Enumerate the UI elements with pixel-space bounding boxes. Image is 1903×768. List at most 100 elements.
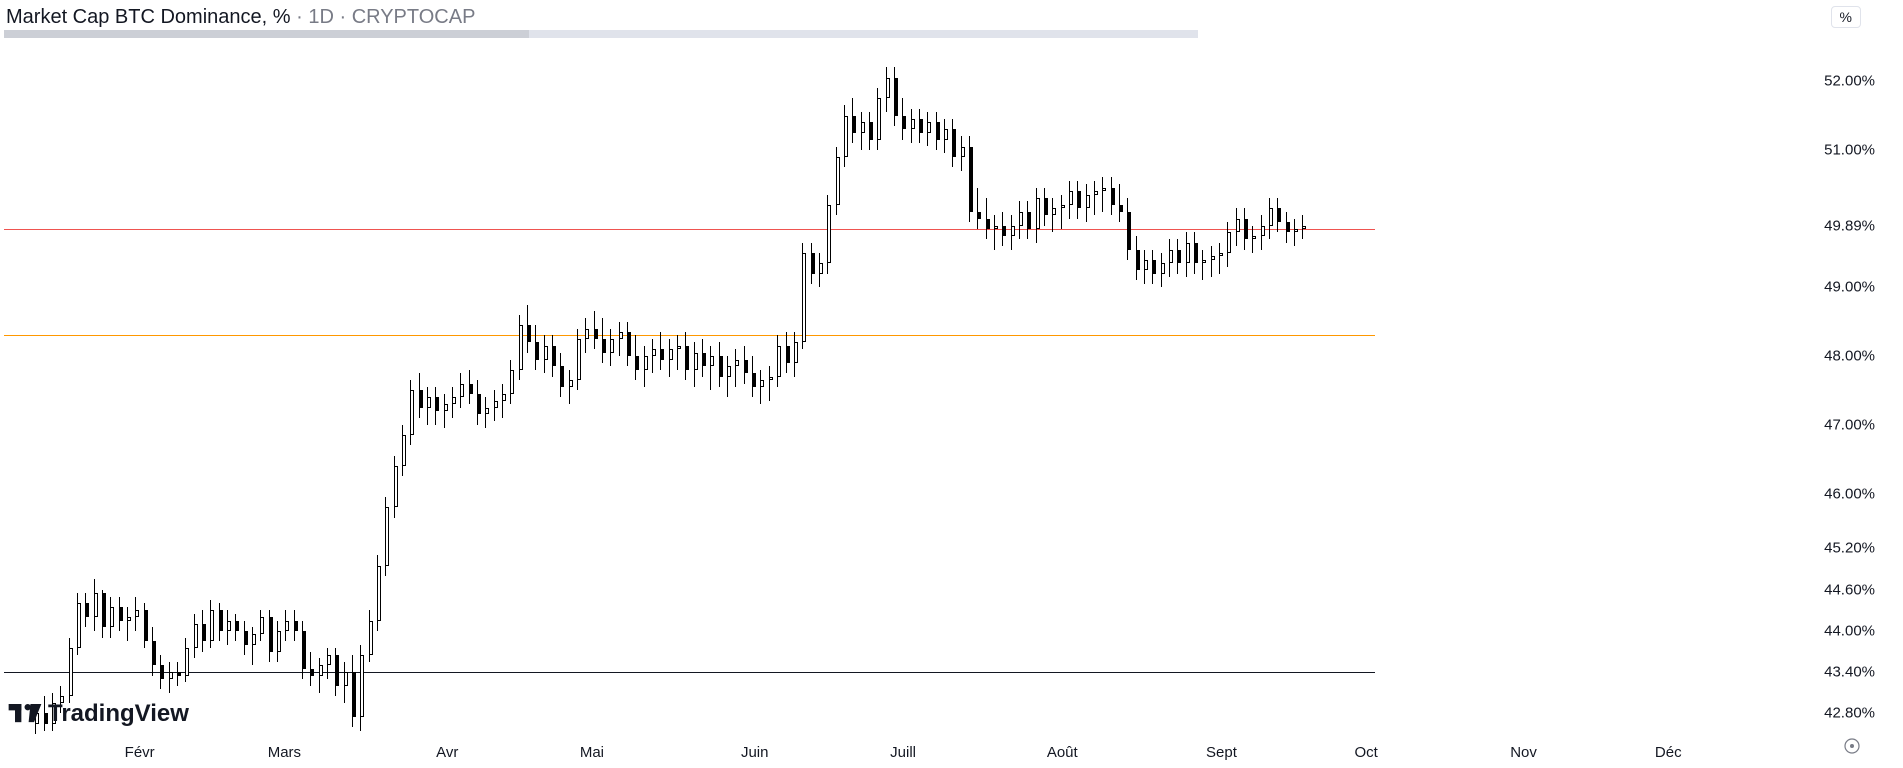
candle-body [344, 672, 348, 686]
candle-body [410, 390, 414, 435]
candle-body [1094, 191, 1098, 194]
candle-wick [1294, 219, 1295, 246]
candle-body [1202, 260, 1206, 263]
candle-body [502, 394, 506, 401]
candle-wick [1202, 250, 1203, 281]
candle-body [252, 634, 256, 644]
candle-body [419, 390, 423, 407]
candle-body [535, 342, 539, 359]
candle-body [952, 129, 956, 156]
candle-body [735, 360, 739, 367]
candle-body [777, 346, 781, 377]
candle-body [1019, 212, 1023, 226]
y-axis[interactable]: 52.00%51.00%49.00%48.00%47.00%46.00%45.2… [1815, 40, 1903, 734]
candle-body [752, 373, 756, 387]
candle-wick [319, 658, 320, 692]
candle-body [827, 205, 831, 263]
candle-body [786, 346, 790, 363]
candle-wick [619, 322, 620, 356]
y-tick-label: 46.00% [1824, 485, 1875, 502]
candle-wick [1252, 226, 1253, 253]
current-price-label: 49.89% [1824, 218, 1875, 235]
chart-title: Market Cap BTC Dominance, % · 1D · CRYPT… [6, 6, 475, 29]
candle-body [1277, 208, 1281, 222]
x-tick-label: Déc [1655, 744, 1682, 761]
x-tick-label: Août [1047, 744, 1078, 761]
candle-wick [760, 370, 761, 404]
candle-body [1261, 226, 1265, 236]
y-tick-label: 49.00% [1824, 279, 1875, 296]
candle-body [886, 78, 890, 99]
candle-body [385, 507, 389, 565]
candle-body [1144, 260, 1148, 270]
candle-body [1086, 195, 1090, 209]
timeline-thumb[interactable] [4, 30, 529, 38]
horizontal-line [4, 335, 1375, 336]
candle-body [277, 631, 281, 652]
candle-body [519, 325, 523, 370]
candle-body [402, 435, 406, 466]
candle-body [227, 621, 231, 631]
candle-body [302, 631, 306, 669]
candle-body [1002, 226, 1006, 236]
candle-body [610, 339, 614, 353]
candle-wick [1052, 198, 1053, 232]
candle-body [836, 157, 840, 205]
unit-badge[interactable]: % [1831, 6, 1861, 28]
candle-body [319, 665, 323, 675]
candle-body [460, 384, 464, 398]
candle-body [719, 356, 723, 377]
candle-body [861, 122, 865, 132]
candle-body [944, 129, 948, 139]
candle-body [69, 648, 73, 696]
candle-body [335, 655, 339, 686]
candle-body [435, 397, 439, 411]
candle-body [802, 253, 806, 342]
candle-body [1127, 212, 1131, 250]
y-tick-label: 45.20% [1824, 540, 1875, 557]
candle-body [710, 356, 714, 366]
candle-body [1069, 191, 1073, 205]
candle-body [977, 212, 981, 219]
y-tick-label: 47.00% [1824, 416, 1875, 433]
candle-body [135, 610, 139, 617]
x-tick-label: Avr [436, 744, 458, 761]
candle-wick [502, 384, 503, 418]
x-tick-label: Nov [1510, 744, 1537, 761]
candle-body [527, 325, 531, 342]
candle-body [94, 593, 98, 617]
chart-area[interactable] [4, 40, 1813, 734]
candle-body [727, 366, 731, 376]
candle-body [394, 466, 398, 507]
candle-body [469, 384, 473, 394]
y-tick-label: 48.00% [1824, 348, 1875, 365]
x-tick-label: Oct [1355, 744, 1378, 761]
candle-wick [1061, 195, 1062, 229]
x-tick-label: Juin [741, 744, 769, 761]
candle-body [1286, 222, 1290, 232]
y-tick-label: 52.00% [1824, 73, 1875, 90]
candle-body [1294, 229, 1298, 232]
candle-body [1169, 250, 1173, 264]
candle-body [1269, 208, 1273, 225]
candle-body [1227, 232, 1231, 253]
candle-body [369, 621, 373, 655]
candle-body [269, 617, 273, 651]
candle-body [986, 219, 990, 229]
candle-wick [977, 188, 978, 229]
candle-body [202, 624, 206, 641]
candle-body [219, 610, 223, 631]
candle-body [969, 147, 973, 212]
candle-body [85, 603, 89, 617]
y-tick-label: 44.00% [1824, 622, 1875, 639]
candle-wick [710, 346, 711, 391]
candle-body [444, 404, 448, 411]
candle-body [1111, 188, 1115, 205]
candle-body [260, 617, 264, 634]
x-tick-label: Juill [890, 744, 916, 761]
candle-body [1052, 208, 1056, 215]
x-tick-label: Sept [1206, 744, 1237, 761]
visibility-icon[interactable] [1843, 737, 1861, 760]
candle-body [794, 342, 798, 363]
x-axis[interactable]: FévrMarsAvrMaiJuinJuillAoûtSeptOctNovDéc [4, 738, 1813, 768]
